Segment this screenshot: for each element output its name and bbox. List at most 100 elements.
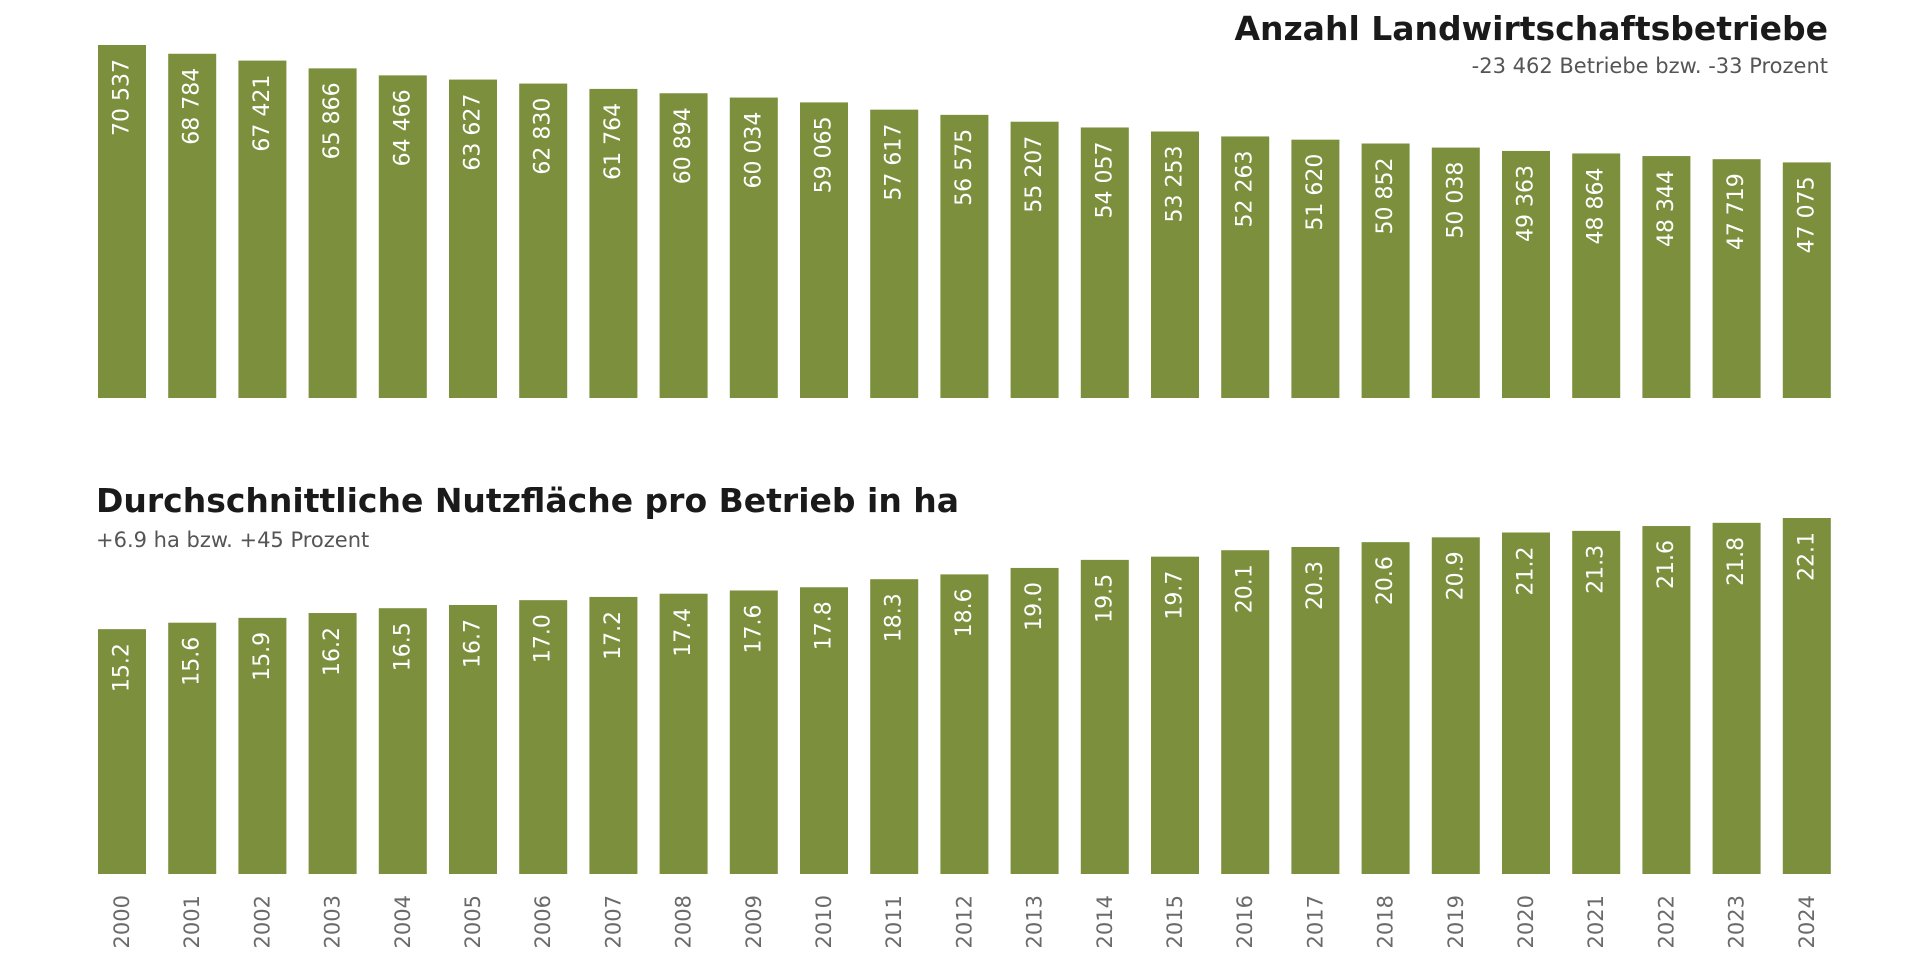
area-per-farm-value-label-2013: 19.0 — [1022, 582, 1047, 631]
area-per-farm-value-label-2010: 17.8 — [812, 601, 837, 650]
area-per-farm-value-label-2021: 21.3 — [1584, 545, 1609, 594]
year-axis: 2000 2001 2002 2003 2004 2005 2006 2007 2008 2009… — [110, 895, 1819, 948]
year-tick-label-2022: 2022 — [1654, 895, 1678, 948]
area-per-farm-bar-2005 — [449, 604, 497, 874]
area-per-farm-value-label-2019: 20.9 — [1443, 551, 1468, 600]
area-per-farm-bar-2018 — [1361, 542, 1410, 874]
farm-count-value-label-2019: 50 038 — [1443, 162, 1468, 239]
year-tick-label-2006: 2006 — [531, 895, 555, 948]
farm-count-value-label-2011: 57 617 — [882, 124, 907, 201]
year-tick-label-2023: 2023 — [1725, 895, 1749, 948]
year-tick-label-2009: 2009 — [742, 895, 766, 948]
year-tick-label-2016: 2016 — [1233, 895, 1257, 948]
area-per-farm-value-label-2012: 18.6 — [952, 588, 977, 637]
area-per-farm-value-label-2006: 17.0 — [531, 614, 556, 663]
farm-count-bar-2010 — [800, 102, 848, 399]
farm-count-value-label-2015: 53 253 — [1163, 145, 1188, 222]
farm-count-value-label-2022: 48 344 — [1654, 170, 1679, 247]
area-per-farm-title: Durchschnittliche Nutzfläche pro Betrieb… — [96, 481, 959, 520]
farm-count-bar-2000 — [98, 45, 146, 398]
area-per-farm-value-label-2018: 20.6 — [1373, 556, 1398, 605]
farm-count-bar-2007 — [589, 88, 638, 398]
farm-count-value-label-2001: 68 784 — [180, 68, 205, 145]
year-tick-label-2018: 2018 — [1374, 895, 1398, 948]
farm-count-bar-2015 — [1151, 131, 1199, 398]
area-per-farm-value-label-2011: 18.3 — [882, 593, 907, 642]
year-tick-label-2001: 2001 — [180, 895, 204, 948]
year-tick-label-2014: 2014 — [1093, 895, 1117, 948]
year-tick-label-2005: 2005 — [461, 895, 485, 948]
area-per-farm-bar-2020 — [1502, 532, 1550, 874]
area-per-farm-bar-2004 — [378, 608, 427, 874]
farm-count-bar-2022 — [1642, 156, 1691, 398]
farm-count-title: Anzahl Landwirtschaftsbetriebe — [1234, 9, 1828, 48]
farm-count-bar-2006 — [519, 83, 568, 398]
area-per-farm-value-label-2008: 17.4 — [671, 608, 696, 657]
farm-count-bar-2008 — [659, 93, 708, 399]
farm-count-value-label-2009: 60 034 — [741, 112, 766, 189]
year-tick-label-2003: 2003 — [321, 895, 345, 948]
area-per-farm-value-label-2023: 21.8 — [1724, 537, 1749, 586]
area-per-farm-bar-2009 — [729, 590, 778, 874]
area-per-farm-value-label-2022: 21.6 — [1654, 540, 1679, 589]
farm-count-value-label-2021: 48 864 — [1584, 167, 1609, 244]
area-per-farm-bar-2024 — [1782, 518, 1831, 874]
area-per-farm-bar-2017 — [1291, 546, 1340, 874]
farm-count-bar-2001 — [168, 53, 217, 398]
year-tick-label-2000: 2000 — [110, 895, 134, 948]
farm-count-value-label-2024: 47 075 — [1794, 176, 1819, 253]
area-per-farm-value-label-2024: 22.1 — [1794, 532, 1819, 581]
area-per-farm-bar-2011 — [870, 579, 919, 874]
farm-count-bar-2016 — [1221, 136, 1270, 399]
farm-count-value-label-2017: 51 620 — [1303, 154, 1328, 231]
farm-count-bar-2003 — [308, 68, 357, 399]
farm-count-bar-2013 — [1010, 121, 1059, 399]
farm-count-bar-2012 — [940, 114, 989, 399]
farm-count-bar-2023 — [1712, 159, 1761, 398]
farm-count-value-label-2008: 60 894 — [671, 107, 696, 184]
farm-count-bar-2005 — [449, 79, 497, 398]
area-per-farm-bar-2014 — [1080, 559, 1129, 874]
area-per-farm-bar-2022 — [1642, 526, 1691, 874]
farm-count-value-label-2007: 61 764 — [601, 103, 626, 180]
area-per-farm-value-label-2015: 19.7 — [1163, 571, 1188, 620]
area-per-farm-bar-2015 — [1151, 556, 1199, 874]
year-tick-label-2024: 2024 — [1795, 895, 1819, 948]
farm-count-chart: Anzahl Landwirtschaftsbetriebe -23 462 B… — [98, 9, 1831, 399]
area-per-farm-bar-2016 — [1221, 550, 1270, 874]
area-per-farm-bar-2006 — [519, 600, 568, 874]
farm-count-bar-2011 — [870, 109, 919, 398]
area-per-farm-bar-2002 — [238, 617, 287, 874]
area-per-farm-value-label-2000: 15.2 — [110, 643, 135, 692]
area-per-farm-bar-2008 — [659, 593, 708, 874]
farm-count-value-label-2018: 50 852 — [1373, 158, 1398, 235]
year-tick-label-2011: 2011 — [882, 895, 906, 948]
farm-count-value-label-2004: 64 466 — [390, 89, 415, 166]
farm-count-subtitle: -23 462 Betriebe bzw. -33 Prozent — [1472, 54, 1828, 78]
farm-count-bar-2020 — [1502, 150, 1550, 398]
area-per-farm-subtitle: +6.9 ha bzw. +45 Prozent — [96, 528, 369, 552]
year-tick-label-2007: 2007 — [601, 895, 625, 948]
area-per-farm-chart: Durchschnittliche Nutzfläche pro Betrieb… — [96, 481, 1831, 874]
area-per-farm-bar-2023 — [1712, 522, 1761, 874]
area-per-farm-bars: 15.2 15.6 15.9 16.2 16.5 16.7 17.0 17.2 17.4 17.6… — [98, 518, 1831, 874]
farm-count-bar-2018 — [1361, 143, 1410, 398]
year-tick-label-2020: 2020 — [1514, 895, 1538, 948]
area-per-farm-value-label-2007: 17.2 — [601, 611, 626, 660]
farm-count-bars: 70 537 68 784 67 421 65 866 64 466 63 627 62 8… — [98, 45, 1831, 399]
farm-count-value-label-2000: 70 537 — [110, 59, 135, 136]
farm-count-bar-2021 — [1572, 153, 1621, 398]
farm-count-value-label-2020: 49 363 — [1514, 165, 1539, 242]
area-per-farm-value-label-2003: 16.2 — [320, 627, 345, 676]
farm-count-bar-2004 — [378, 75, 427, 398]
area-per-farm-value-label-2001: 15.6 — [180, 637, 205, 686]
year-tick-label-2008: 2008 — [672, 895, 696, 948]
year-tick-label-2004: 2004 — [391, 895, 415, 948]
farm-count-value-label-2005: 63 627 — [461, 94, 486, 171]
farm-count-value-label-2010: 59 065 — [812, 116, 837, 193]
area-per-farm-value-label-2009: 17.6 — [741, 604, 766, 653]
area-per-farm-bar-2003 — [308, 613, 357, 874]
farm-count-bar-2024 — [1782, 162, 1831, 398]
year-tick-label-2017: 2017 — [1303, 895, 1327, 948]
